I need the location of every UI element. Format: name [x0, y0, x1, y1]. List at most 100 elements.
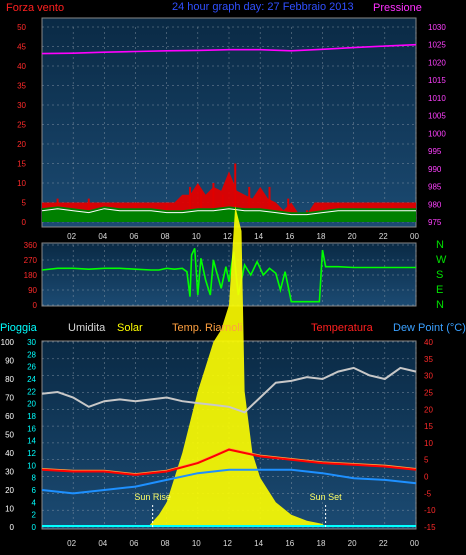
pressure-axis-tick: 1025: [428, 41, 446, 50]
solar-area: [42, 206, 416, 528]
direction-axis-tick: 270: [24, 256, 38, 265]
pressure-axis-tick: 1015: [428, 76, 446, 85]
humidity-axis-tick: 40: [5, 449, 14, 458]
x-axis-tick: 06: [130, 232, 139, 241]
pressure-axis-tick: 985: [428, 183, 442, 192]
x-axis-tick: 20: [348, 539, 357, 548]
wind-axis-tick: 30: [17, 101, 26, 110]
humidity-line: [41, 366, 417, 414]
wind-axis-tick: 0: [22, 218, 27, 227]
compass-label: N: [436, 239, 444, 251]
pressure-label: Pressione: [373, 2, 422, 14]
rain-axis-tick: 22: [27, 387, 36, 396]
pressure-axis-tick: 1005: [428, 112, 446, 121]
rain-axis-tick: 8: [32, 474, 37, 483]
rain-axis-tick: 6: [32, 486, 37, 495]
humidity-axis-tick: 70: [5, 394, 14, 403]
rain-axis-tick: 12: [27, 449, 36, 458]
temp-axis-tick: 25: [424, 388, 433, 397]
x-axis-tick: 08: [161, 232, 170, 241]
direction-axis-tick: 180: [24, 271, 38, 280]
pressure-axis-tick: 1010: [428, 94, 446, 103]
x-axis-tick: 20: [348, 232, 357, 241]
temp-axis-tick: 5: [424, 456, 429, 465]
humidity-axis-tick: 10: [5, 505, 14, 514]
temp-axis-tick: -5: [424, 489, 432, 498]
temp-axis-tick: 30: [424, 372, 433, 381]
x-axis-tick: 22: [379, 232, 388, 241]
x-axis-tick: 10: [192, 539, 201, 548]
direction-axis-tick: 360: [24, 241, 38, 250]
rain-axis-tick: 18: [27, 412, 36, 421]
rain-legend: Pioggia: [0, 322, 38, 334]
sun-set-label: Sun Set: [310, 492, 343, 502]
wind-axis-tick: 40: [17, 62, 26, 71]
wind-axis-tick: 25: [17, 121, 26, 130]
humidity-axis-tick: 0: [10, 523, 15, 532]
wind-axis-tick: 15: [17, 160, 26, 169]
x-axis-tick: 06: [130, 539, 139, 548]
x-axis-tick: 02: [67, 232, 76, 241]
humidity-legend: Umidita: [68, 322, 106, 334]
pressure-axis-tick: 1030: [428, 23, 446, 32]
rain-axis-tick: 14: [27, 437, 36, 446]
pressure-axis-tick: 980: [428, 200, 442, 209]
dew-point-line: [41, 468, 417, 495]
temp-axis-tick: 20: [424, 405, 433, 414]
x-axis-tick: 02: [67, 539, 76, 548]
x-axis-tick: 22: [379, 539, 388, 548]
temp-axis-tick: 10: [424, 439, 433, 448]
rain-axis-tick: 2: [32, 511, 37, 520]
x-axis-tick: 18: [317, 539, 326, 548]
humidity-axis-tick: 50: [5, 431, 14, 440]
wind-average-line: [41, 208, 416, 216]
pressure-axis-tick: 990: [428, 165, 442, 174]
humidity-axis-tick: 100: [1, 338, 15, 347]
wind-axis-tick: 50: [17, 23, 26, 32]
humidity-axis-tick: 30: [5, 468, 14, 477]
rain-axis-tick: 4: [32, 498, 37, 507]
direction-axis-tick: 0: [33, 301, 38, 310]
temperature-legend: Temperatura: [311, 322, 374, 334]
pressure-line: [41, 43, 417, 55]
humidity-axis-tick: 90: [5, 357, 14, 366]
temp-axis-tick: -15: [424, 523, 436, 532]
rain-axis-tick: 20: [27, 400, 36, 409]
pressure-axis-tick: 995: [428, 147, 442, 156]
compass-label: W: [436, 254, 447, 266]
axis-labels: 0510152025303540455097598098599099510001…: [1, 23, 447, 548]
rain-axis-tick: 16: [27, 424, 36, 433]
rain-axis-tick: 10: [27, 461, 36, 470]
temp-axis-tick: 40: [424, 338, 433, 347]
x-axis-tick: 16: [285, 232, 294, 241]
temp-axis-tick: 15: [424, 422, 433, 431]
x-axis-tick: 04: [98, 232, 107, 241]
wind-axis-tick: 5: [22, 199, 27, 208]
x-axis-tick: 00: [410, 539, 419, 548]
wind-axis-tick: 20: [17, 140, 26, 149]
x-axis-tick: 18: [317, 232, 326, 241]
wind-axis-tick: 10: [17, 179, 26, 188]
x-axis-tick: 14: [254, 539, 263, 548]
rain-axis-tick: 24: [27, 375, 36, 384]
sun-rise-label: Sun Rise: [134, 492, 171, 502]
humidity-axis-tick: 60: [5, 412, 14, 421]
temp-riarnoli-legend: Temp. Riarnoli: [172, 322, 242, 334]
humidity-axis-tick: 20: [5, 486, 14, 495]
humidity-axis-tick: 80: [5, 375, 14, 384]
wind-axis-tick: 35: [17, 82, 26, 91]
x-axis-tick: 12: [223, 232, 232, 241]
data-series: [41, 43, 417, 528]
wind-axis-tick: 45: [17, 43, 26, 52]
x-axis-tick: 08: [161, 539, 170, 548]
wind-force-label: Forza vento: [6, 2, 64, 14]
x-axis-tick: 00: [410, 232, 419, 241]
solar-legend: Solar: [117, 322, 143, 334]
x-axis-tick: 16: [285, 539, 294, 548]
wind-direction-line: [41, 247, 416, 303]
temp-axis-tick: -10: [424, 506, 436, 515]
rain-axis-tick: 0: [32, 523, 37, 532]
x-axis-tick: 10: [192, 232, 201, 241]
x-axis-tick: 12: [223, 539, 232, 548]
